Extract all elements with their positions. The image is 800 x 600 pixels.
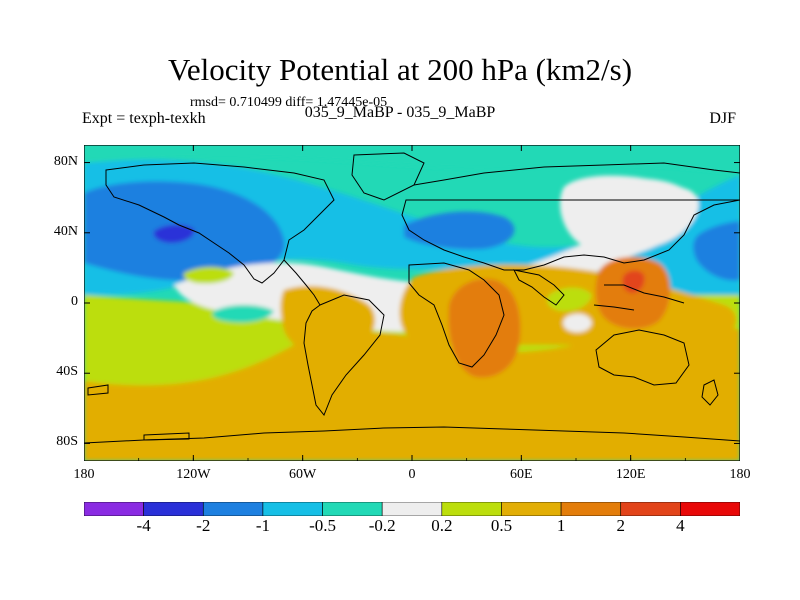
colorbar-label: -0.5 xyxy=(309,516,336,535)
coast-arabia-india xyxy=(513,269,565,306)
x-tick-label: 180 xyxy=(729,467,751,482)
contour-region-eq-cyan-a xyxy=(212,305,274,323)
case-subtitle: 035_9_MaBP - 035_9_MaBP xyxy=(304,104,496,121)
season-label: DJF xyxy=(709,110,736,127)
statistics-text: rmsd= 0.710499 diff= 1.47445e-05 xyxy=(190,95,388,110)
contour-region-asia-blue xyxy=(404,211,515,250)
colorbar-swatch xyxy=(560,502,622,516)
contour-region-spac-green xyxy=(84,295,198,381)
coast-central-america xyxy=(283,259,321,306)
experiment-label: Expt = texph-texkh xyxy=(82,110,206,127)
contour-region-arctic-cyan xyxy=(84,145,740,175)
coast-antarctica xyxy=(84,426,740,444)
colorbar-label: -1 xyxy=(255,516,270,535)
colorbar-swatch xyxy=(84,502,144,516)
contour-fill-layer xyxy=(84,145,740,461)
contour-region-mc-white xyxy=(563,313,592,333)
contour-region-eq-green-a xyxy=(183,267,234,284)
x-tick-label: 0 xyxy=(408,467,416,482)
colorbar-label: 1 xyxy=(556,516,566,535)
colorbar-swatch xyxy=(501,502,562,516)
contour-region-asia-white xyxy=(560,175,699,252)
contour-region-sh-orange-band xyxy=(84,322,740,461)
x-tick-label: 60E xyxy=(510,467,533,482)
colorbar-label: -4 xyxy=(136,516,151,535)
colorbar-swatch xyxy=(441,502,502,516)
x-tick-label: 120W xyxy=(176,467,211,482)
colorbar-swatch xyxy=(620,502,681,516)
x-tick-label: 60W xyxy=(289,467,317,482)
coast-greenland xyxy=(351,152,425,201)
contour-region-mc-red xyxy=(622,270,645,293)
coast-maritime xyxy=(593,284,685,311)
figure-title: Velocity Potential at 200 hPa (km2/s) xyxy=(167,52,633,87)
y-tick-label: 40S xyxy=(56,364,78,380)
coast-africa xyxy=(408,262,505,368)
contour-region-mc-green xyxy=(547,287,592,312)
map-axes xyxy=(84,145,740,461)
y-tick-label: 80S xyxy=(56,434,78,450)
colorbar-label: 2 xyxy=(616,516,625,535)
coastlines xyxy=(84,152,740,444)
coast-europe-asia xyxy=(401,162,740,271)
contour-regions xyxy=(84,145,740,461)
colorbar-swatch xyxy=(262,502,323,516)
coast-nz xyxy=(701,379,719,406)
contour-region-east-blue xyxy=(693,221,740,281)
colorbar-swatch xyxy=(322,502,383,516)
y-tick-label: 40N xyxy=(53,223,78,239)
x-tick-label: 180 xyxy=(73,467,95,482)
coast-small-isles xyxy=(87,384,190,441)
colorbar-swatch xyxy=(381,502,443,516)
colorbar-label: 0.2 xyxy=(431,516,453,535)
coast-south-america xyxy=(303,294,385,416)
colorbar-label: 4 xyxy=(676,516,685,535)
x-tick-label: 120E xyxy=(615,467,646,482)
colorbar-swatch xyxy=(143,502,204,516)
colorbar-label: -2 xyxy=(196,516,211,535)
colorbar-labels: -4 -2 -1 -0.5 -0.2 0.2 0.5 1 2 4 xyxy=(0,516,800,546)
velocity-potential-map xyxy=(84,145,740,461)
contour-region-io-max xyxy=(448,278,521,378)
colorbar xyxy=(84,502,740,516)
y-tick-label: 0 xyxy=(71,294,78,309)
coast-australia xyxy=(595,329,690,386)
y-tick-label: 80N xyxy=(53,153,78,169)
contour-region-npac-min xyxy=(153,224,195,243)
colorbar-label: -0.2 xyxy=(368,516,396,535)
colorbar-swatch xyxy=(202,502,264,516)
coast-north-america xyxy=(105,162,335,284)
colorbar-swatch xyxy=(680,502,740,516)
colorbar-label: 0.5 xyxy=(490,516,513,535)
